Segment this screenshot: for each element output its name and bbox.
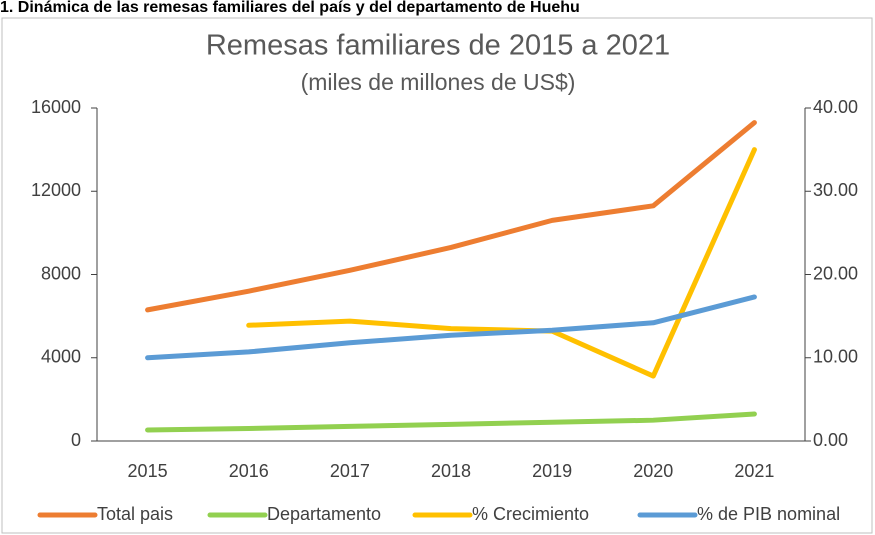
series-line — [145, 120, 757, 313]
chart-subtitle: (miles de millones de US$) — [301, 69, 576, 95]
series-line — [246, 147, 757, 379]
x-tick-label: 2018 — [431, 461, 471, 481]
x-tick-label: 2019 — [532, 461, 572, 481]
legend-label: % Crecimiento — [472, 504, 589, 524]
legend-label: Total pais — [97, 504, 173, 524]
legend-label: Departamento — [267, 504, 381, 524]
y-tick-label: 12000 — [31, 180, 81, 200]
y2-tick-label: 0.00 — [813, 430, 848, 450]
y-tick-label: 16000 — [31, 97, 81, 117]
legend-label: % de PIB nominal — [697, 504, 840, 524]
y2-tick-label: 30.00 — [813, 180, 858, 200]
y-tick-label: 8000 — [41, 263, 81, 283]
y2-tick-label: 20.00 — [813, 263, 858, 283]
x-tick-label: 2016 — [229, 461, 269, 481]
x-tick-label: 2017 — [330, 461, 370, 481]
y-tick-label: 4000 — [41, 347, 81, 367]
y2-tick-label: 10.00 — [813, 347, 858, 367]
x-tick-label: 2021 — [734, 461, 774, 481]
x-tick-label: 2020 — [633, 461, 673, 481]
y2-tick-label: 40.00 — [813, 97, 858, 117]
chart-title: Remesas familiares de 2015 a 2021 — [206, 30, 670, 62]
series-line — [145, 411, 757, 433]
y-tick-label: 0 — [71, 430, 81, 450]
x-tick-label: 2015 — [128, 461, 168, 481]
header: 1. Dinámica de las remesas familiares de… — [0, 0, 580, 16]
series-line — [145, 294, 757, 361]
chart-border — [1, 17, 873, 534]
